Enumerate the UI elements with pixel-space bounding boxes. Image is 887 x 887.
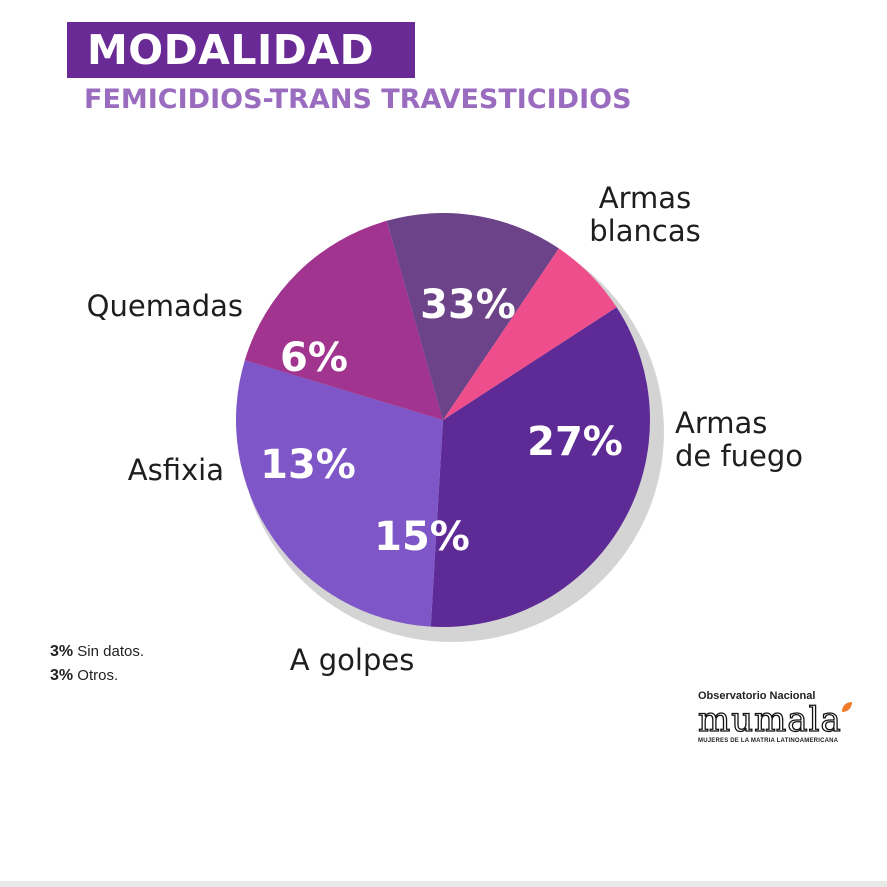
mumala-logo: Observatorio Nacional mumala MUJERES DE … <box>697 690 852 744</box>
chart-title: MODALIDAD <box>67 22 415 78</box>
pie-slice-a-golpes <box>244 220 443 420</box>
pie-slice-armas-blancas <box>430 307 650 628</box>
pie-slice-asfixia <box>386 213 559 420</box>
footnote-value: 3% <box>50 667 74 684</box>
slice-category-label: Armas de fuego <box>675 406 803 473</box>
slice-percent-label: 13% <box>260 442 356 488</box>
slice-category-label: A golpes <box>290 643 415 677</box>
slice-category-label: Quemadas <box>87 289 243 323</box>
footnote-otros: 3% Otros. <box>50 664 144 688</box>
logo-org-name: Observatorio Nacional <box>698 690 816 702</box>
footnotes: 3% Sin datos. 3% Otros. <box>50 640 144 688</box>
footnote-sin-datos: 3% Sin datos. <box>50 640 144 664</box>
leaf-icon <box>841 702 852 712</box>
slice-percent-label: 6% <box>280 335 348 381</box>
slice-percent-label: 15% <box>374 514 470 560</box>
slice-percent-label: 33% <box>420 282 516 328</box>
pie-slice-quemadas <box>443 248 617 420</box>
logo-tagline: MUJERES DE LA MATRIA LATINOAMERICANA <box>698 738 839 744</box>
pie-slice-armas-de-fuego <box>235 360 443 627</box>
slice-percent-label: 27% <box>527 419 623 465</box>
slice-category-label: Asfixia <box>128 453 224 487</box>
logo-wordmark-text: mumala <box>697 700 842 740</box>
footnote-value: 3% <box>50 643 74 660</box>
slice-category-label: Armas blancas <box>589 181 700 248</box>
bottom-bar <box>0 881 887 887</box>
footnote-text: Sin datos. <box>77 643 145 660</box>
footnote-text: Otros. <box>77 667 119 684</box>
logo-wordmark: mumala <box>697 700 852 740</box>
chart-subtitle: FEMICIDIOS-TRANS TRAVESTICIDIOS <box>84 84 632 115</box>
